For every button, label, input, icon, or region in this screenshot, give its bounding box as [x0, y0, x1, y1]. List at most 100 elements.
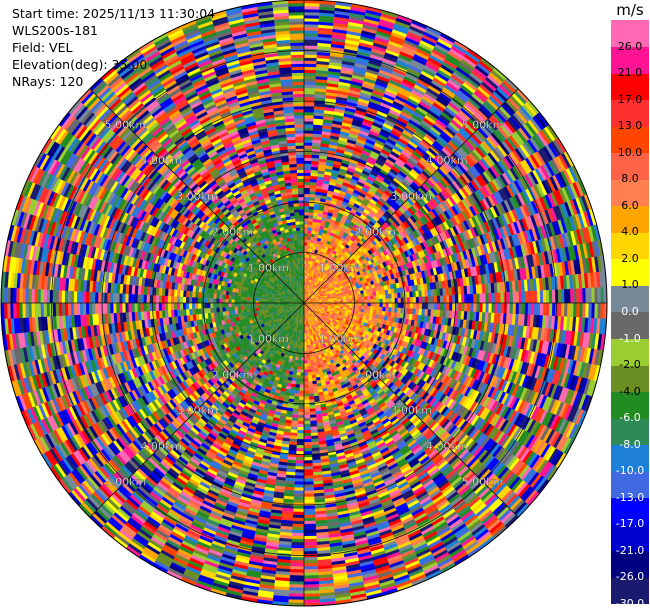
velocity-cell	[573, 288, 577, 304]
velocity-cell	[558, 289, 562, 304]
velocity-cell	[303, 163, 312, 167]
velocity-cell	[488, 302, 493, 313]
velocity-cell	[424, 296, 429, 304]
velocity-cell	[400, 297, 405, 304]
velocity-cell	[412, 302, 417, 310]
velocity-cell	[467, 302, 471, 312]
velocity-cell	[303, 8, 320, 13]
velocity-cell	[303, 90, 316, 95]
velocity-cell	[308, 218, 314, 222]
velocity-cell	[361, 296, 365, 301]
velocity-cell	[367, 295, 371, 300]
velocity-cell	[352, 300, 356, 304]
velocity-cell	[370, 295, 374, 300]
velocity-cell	[397, 302, 402, 309]
velocity-cell	[303, 14, 320, 19]
velocity-cell	[570, 302, 574, 318]
velocity-cell	[303, 175, 311, 180]
velocity-cell	[303, 181, 311, 186]
velocity-cell	[539, 290, 544, 304]
velocity-cell	[303, 227, 309, 231]
velocity-cell	[388, 302, 393, 308]
velocity-cell	[355, 297, 359, 301]
velocity-cell	[591, 302, 596, 319]
velocity-cell	[303, 27, 319, 31]
velocity-cell	[382, 302, 386, 308]
velocity-cell	[385, 293, 389, 299]
velocity-cell	[379, 302, 383, 308]
velocity-cell	[306, 254, 310, 258]
velocity-cell	[430, 302, 435, 310]
velocity-cell	[355, 305, 359, 309]
velocity-cell	[464, 294, 468, 304]
velocity-cell	[458, 294, 462, 304]
velocity-cell	[567, 288, 571, 304]
velocity-cell	[440, 295, 444, 304]
velocity-cell	[303, 96, 315, 101]
velocity-cell	[303, 211, 309, 216]
velocity-cell	[367, 306, 371, 311]
velocity-cell	[358, 299, 362, 304]
velocity-cell	[303, 157, 312, 161]
velocity-cell	[491, 292, 496, 304]
velocity-cell	[494, 302, 499, 314]
velocity-cell	[364, 306, 368, 310]
velocity-cell	[361, 305, 365, 310]
velocity-cell	[446, 295, 450, 304]
velocity-cell	[303, 66, 317, 71]
velocity-cell	[303, 45, 318, 49]
velocity-cell	[391, 307, 395, 313]
velocity-cell	[307, 227, 313, 231]
velocity-cell	[303, 30, 319, 34]
velocity-cell	[467, 294, 471, 304]
velocity-cell	[482, 302, 486, 313]
velocity-cell	[303, 5, 320, 10]
velocity-cell	[412, 296, 417, 304]
velocity-cell	[594, 302, 599, 319]
velocity-cell	[307, 230, 312, 234]
velocity-cell	[406, 302, 411, 309]
velocity-cell	[361, 299, 365, 304]
velocity-cell	[358, 305, 362, 310]
velocity-cell	[433, 295, 438, 304]
velocity-cell	[388, 293, 392, 299]
velocity-cell	[373, 306, 377, 311]
velocity-cell	[558, 302, 562, 317]
velocity-cell	[485, 302, 489, 313]
velocity-cell	[379, 298, 383, 304]
velocity-cell	[303, 102, 315, 107]
velocity-cell	[418, 302, 423, 310]
velocity-cell	[394, 293, 398, 299]
velocity-cell	[333, 299, 338, 302]
velocity-cells	[0, 0, 608, 607]
velocity-cell	[376, 294, 380, 300]
velocity-cell	[303, 51, 318, 56]
velocity-cell	[355, 299, 359, 304]
velocity-cell	[473, 293, 477, 304]
velocity-cell	[303, 154, 312, 158]
velocity-cell	[303, 21, 319, 25]
velocity-cell	[303, 242, 308, 246]
velocity-cell	[409, 291, 414, 298]
velocity-cell	[382, 298, 386, 304]
velocity-cell	[340, 298, 344, 302]
velocity-cell	[582, 288, 586, 304]
velocity-cell	[370, 299, 374, 304]
velocity-cell	[533, 290, 538, 304]
velocity-cell	[307, 236, 312, 240]
velocity-cell	[515, 302, 520, 315]
velocity-cell	[303, 127, 314, 131]
velocity-cell	[509, 291, 514, 304]
velocity-cell	[303, 60, 317, 65]
velocity-cell	[409, 308, 414, 315]
velocity-cell	[548, 302, 553, 317]
velocity-cell	[427, 302, 432, 310]
velocity-cell	[476, 302, 480, 313]
velocity-cell	[303, 72, 317, 77]
velocity-cell	[421, 302, 426, 310]
velocity-cell	[500, 302, 505, 314]
velocity-cell	[367, 302, 371, 307]
velocity-cell	[600, 302, 605, 319]
velocity-cell	[303, 24, 319, 28]
velocity-cell	[576, 302, 580, 318]
